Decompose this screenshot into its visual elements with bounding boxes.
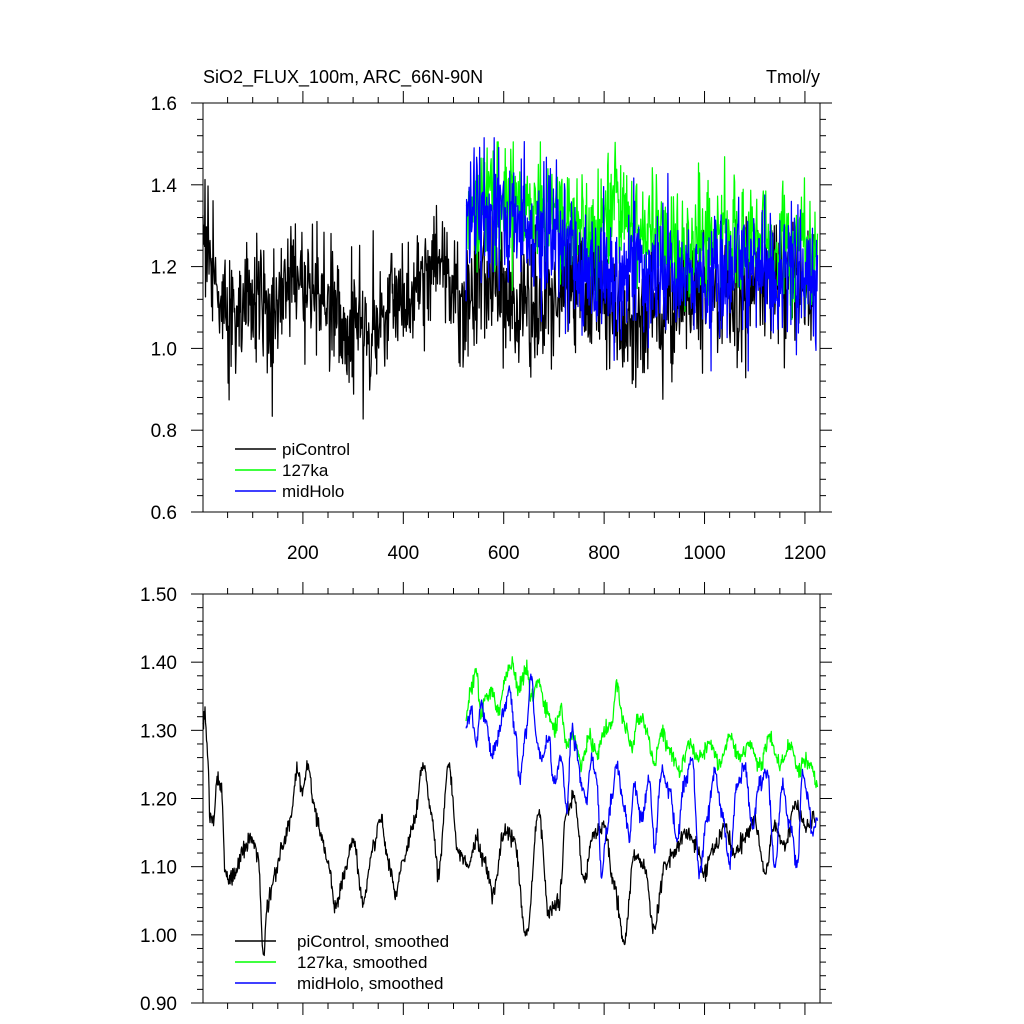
chart-title: SiO2_FLUX_100m, ARC_66N-90N — [203, 67, 483, 88]
legend-label: midHolo — [282, 482, 344, 501]
x-tick-label: 400 — [387, 543, 419, 564]
y-tick-label: 1.30 — [140, 721, 177, 742]
series-line-midholo-smoothed — [465, 673, 819, 880]
bottom-axis-ticks — [191, 582, 832, 1015]
legend-label: piControl — [282, 440, 350, 459]
top-tick-labels: 0.6 0.8 1.0 1.2 1.4 1.6 200 400 600 800 1000 1200 — [151, 94, 827, 564]
legend-label: midHolo, smoothed — [297, 974, 443, 993]
y-tick-label: 1.50 — [140, 585, 177, 606]
bottom-tick-labels: 0.90 1.00 1.10 1.20 1.30 1.40 1.50 — [140, 585, 177, 1015]
y-tick-label: 0.8 — [151, 421, 177, 442]
y-tick-label: 1.4 — [151, 176, 178, 197]
top-axis-ticks — [191, 91, 832, 524]
x-tick-label: 800 — [588, 543, 620, 564]
x-tick-label: 200 — [287, 543, 319, 564]
chart-units: Tmol/y — [766, 67, 820, 87]
bottom-plot-frame — [202, 593, 821, 1004]
series-line-127ka-smoothed — [465, 656, 819, 789]
x-tick-label: 600 — [488, 543, 520, 564]
top-series-lines — [202, 137, 819, 420]
x-tick-label: 1200 — [784, 543, 826, 564]
y-tick-label: 1.00 — [140, 926, 177, 947]
bottom-legend: piControl, smoothed 127ka, smoothed midHol… — [235, 932, 449, 993]
legend-label: 127ka — [282, 461, 329, 480]
legend-label: 127ka, smoothed — [297, 953, 427, 972]
top-legend: piControl 127ka midHolo — [235, 440, 350, 501]
series-line-picontrol-smoothed — [202, 706, 816, 957]
x-tick-label: 1000 — [683, 543, 725, 564]
y-tick-label: 1.40 — [140, 653, 177, 674]
legend-label: piControl, smoothed — [297, 932, 449, 951]
y-tick-label: 1.20 — [140, 790, 177, 811]
top-timeseries-panel: 0.6 0.8 1.0 1.2 1.4 1.6 200 400 600 800 1000 1200 p… — [151, 91, 832, 564]
y-tick-label: 1.6 — [151, 94, 177, 115]
bottom-series-lines — [202, 656, 819, 957]
bottom-smoothed-panel: 0.90 1.00 1.10 1.20 1.30 1.40 1.50 piControl, … — [140, 582, 832, 1015]
y-tick-label: 1.0 — [151, 339, 177, 360]
series-line-midholo — [465, 137, 819, 372]
y-tick-label: 0.6 — [151, 503, 177, 524]
top-plot-frame — [202, 102, 821, 513]
y-tick-label: 1.10 — [140, 858, 177, 879]
y-tick-label: 0.90 — [140, 994, 177, 1015]
y-tick-label: 1.2 — [151, 258, 177, 279]
